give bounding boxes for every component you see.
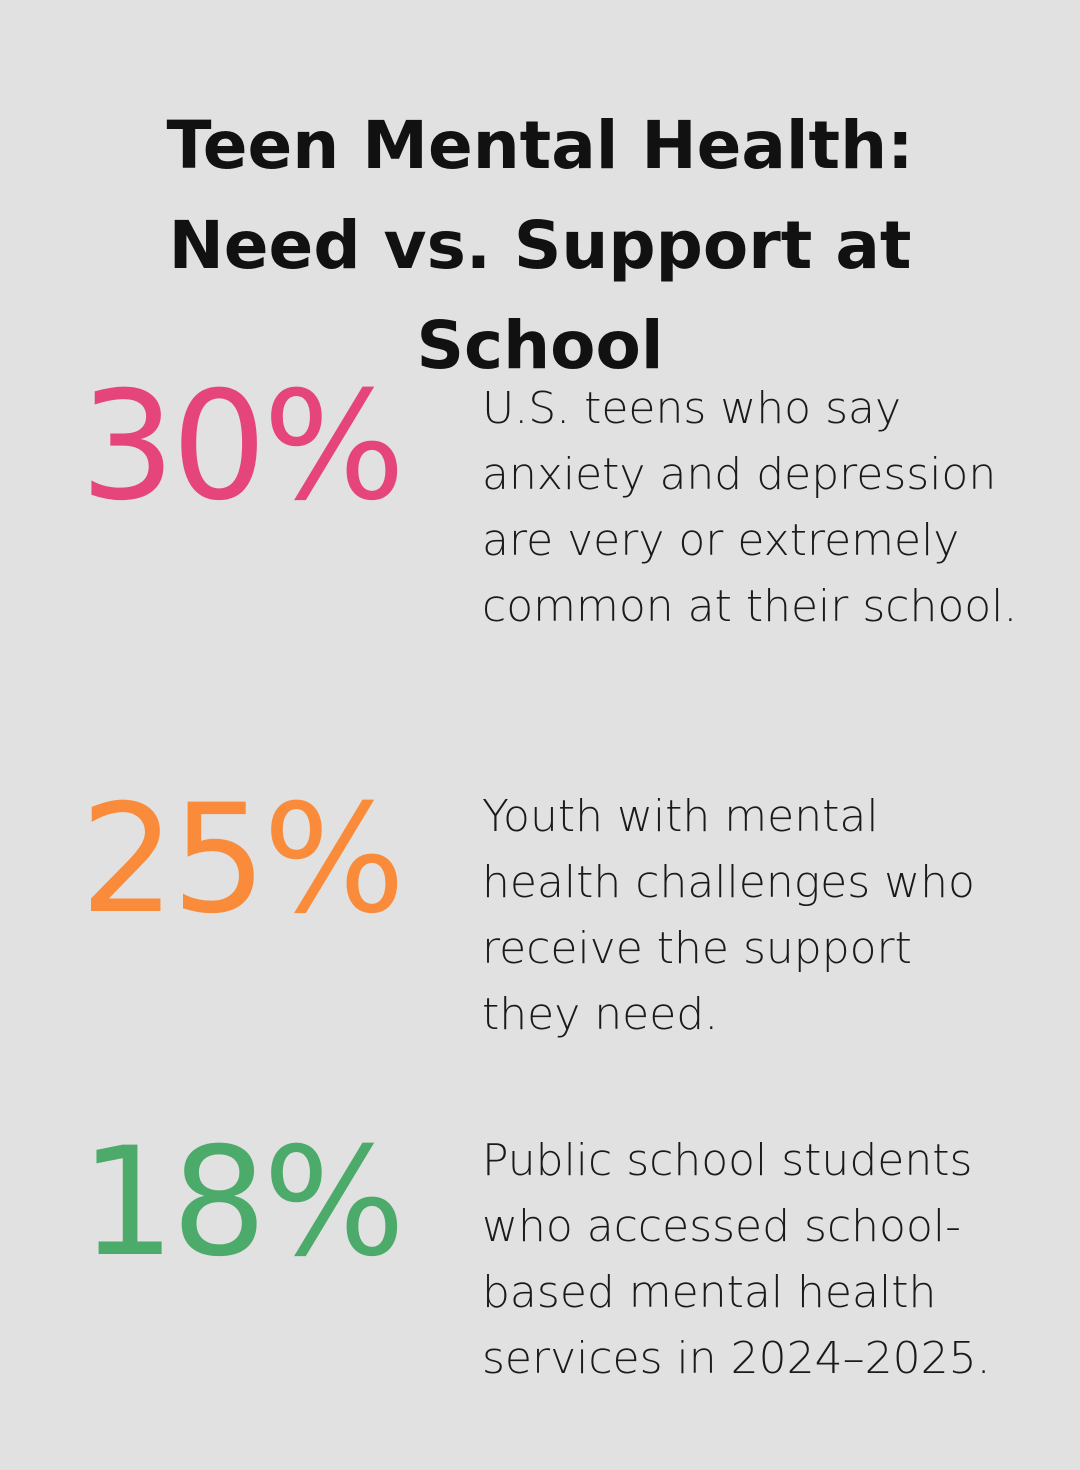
stat-value: 25%: [80, 773, 405, 947]
stat-description: U.S. teens who say anxiety and depressio…: [482, 383, 1018, 632]
title: Teen Mental Health: Need vs. Support at …: [166, 107, 914, 384]
stat-description: Youth with mental health challenges who …: [482, 791, 975, 1040]
stat-description: Public school students who accessed scho…: [482, 1135, 991, 1384]
stat-value: 30%: [80, 360, 405, 534]
stat-value: 18%: [80, 1116, 405, 1290]
